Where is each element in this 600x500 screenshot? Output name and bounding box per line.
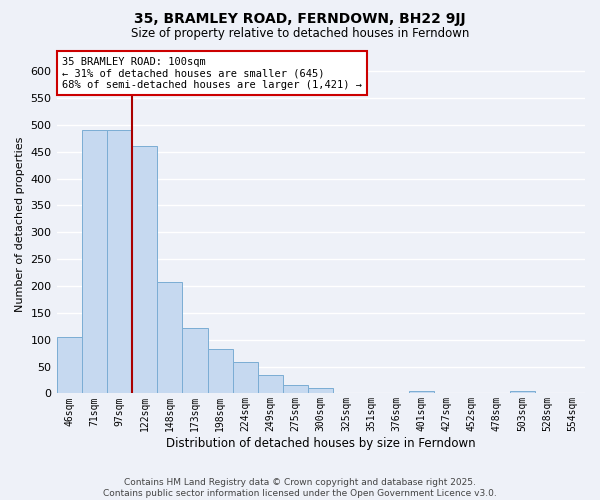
Bar bbox=[208, 350, 233, 394]
Y-axis label: Number of detached properties: Number of detached properties bbox=[15, 136, 25, 312]
Bar bbox=[82, 130, 107, 394]
Bar bbox=[107, 130, 132, 394]
Text: 35 BRAMLEY ROAD: 100sqm
← 31% of detached houses are smaller (645)
68% of semi-d: 35 BRAMLEY ROAD: 100sqm ← 31% of detache… bbox=[62, 56, 362, 90]
Bar bbox=[182, 328, 208, 394]
Bar bbox=[509, 390, 535, 394]
Bar bbox=[283, 386, 308, 394]
Bar bbox=[56, 337, 82, 394]
Text: 35, BRAMLEY ROAD, FERNDOWN, BH22 9JJ: 35, BRAMLEY ROAD, FERNDOWN, BH22 9JJ bbox=[134, 12, 466, 26]
Bar bbox=[308, 388, 334, 394]
Bar bbox=[258, 374, 283, 394]
Bar bbox=[157, 282, 182, 394]
X-axis label: Distribution of detached houses by size in Ferndown: Distribution of detached houses by size … bbox=[166, 437, 476, 450]
Bar bbox=[409, 390, 434, 394]
Text: Size of property relative to detached houses in Ferndown: Size of property relative to detached ho… bbox=[131, 28, 469, 40]
Bar bbox=[132, 146, 157, 394]
Bar bbox=[233, 362, 258, 394]
Text: Contains HM Land Registry data © Crown copyright and database right 2025.
Contai: Contains HM Land Registry data © Crown c… bbox=[103, 478, 497, 498]
